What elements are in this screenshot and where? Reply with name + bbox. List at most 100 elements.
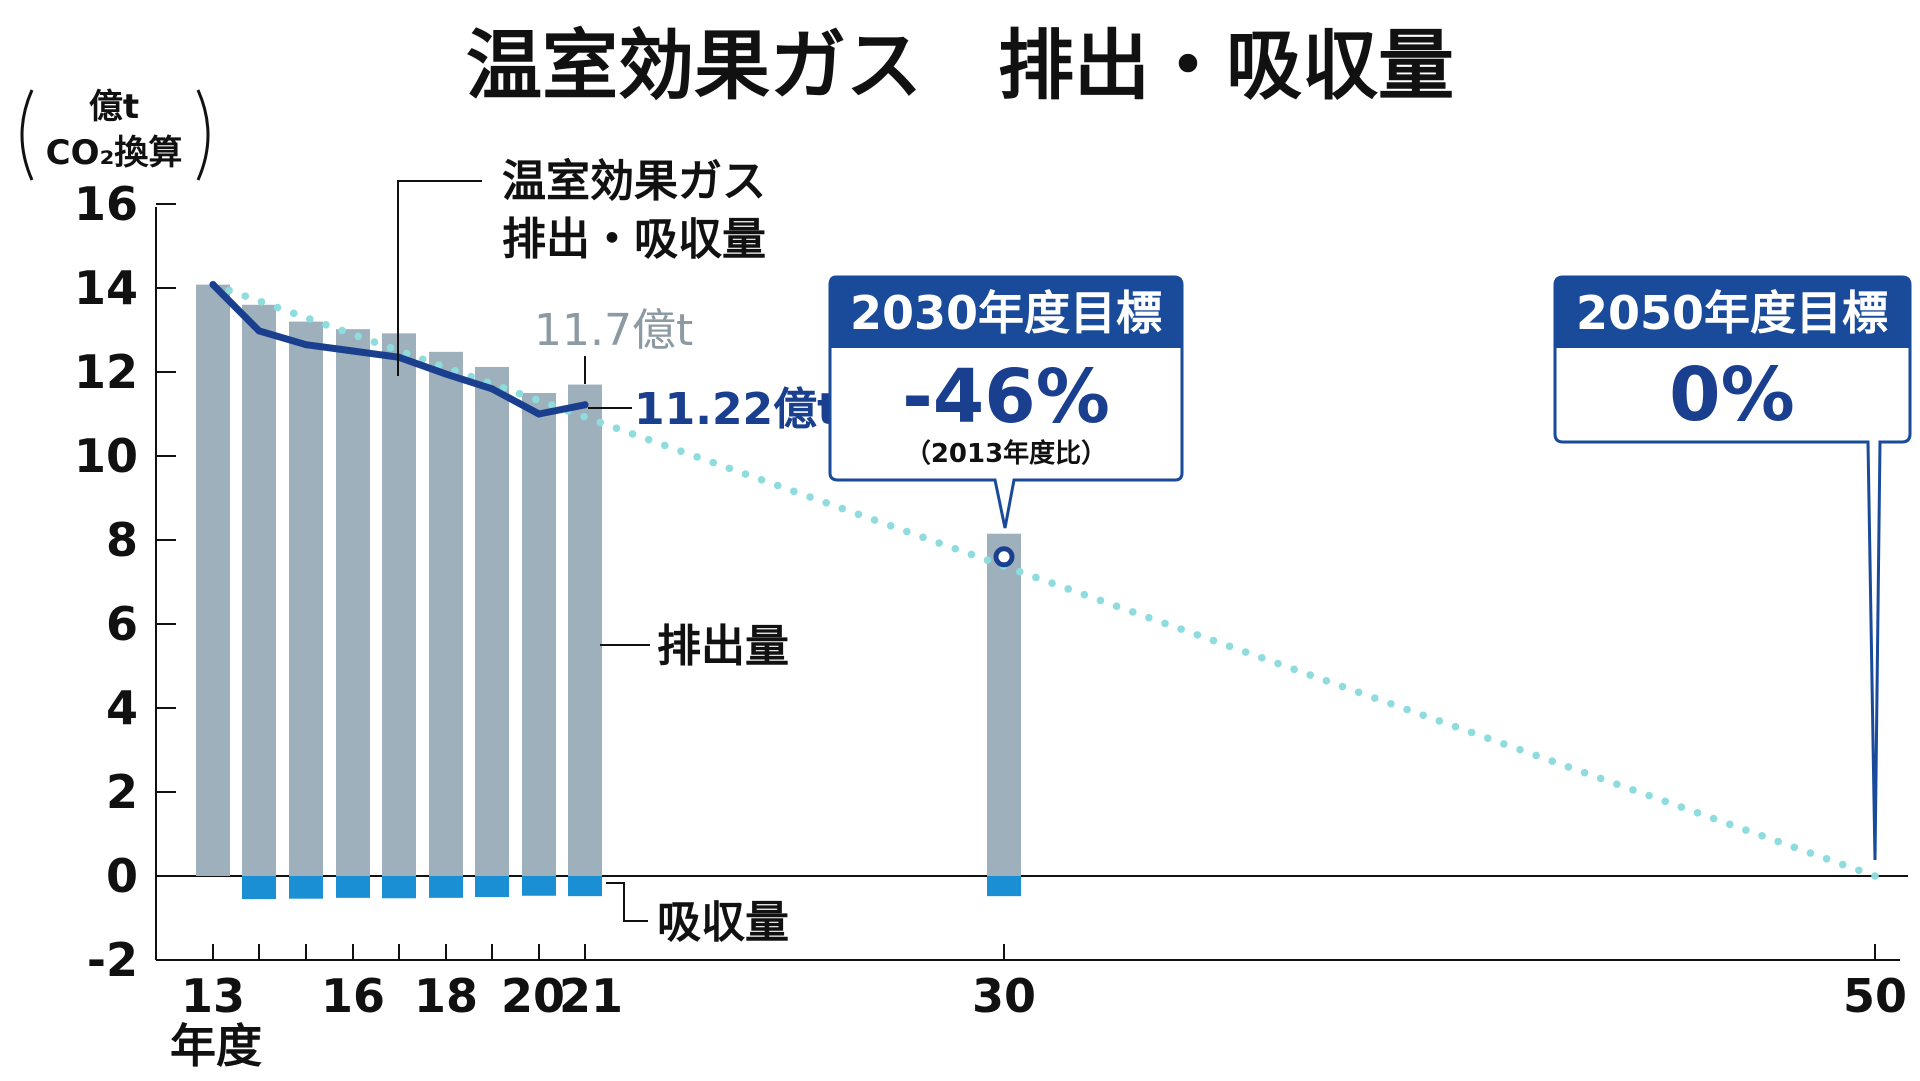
target-2030-point [993,546,1015,568]
net-point [535,410,543,418]
target-path-dot [1435,717,1444,725]
target-path-dot [1306,671,1315,679]
target-path-dot [1209,636,1218,645]
target-path-dot [418,355,427,364]
target-path-dot [1532,751,1540,760]
target-path-dot [1467,728,1476,737]
target-path-dot [273,303,282,312]
target-path-dot [757,476,766,484]
target-path-dot [1015,567,1024,576]
target-path-dot [967,550,976,559]
target-path-dot [338,326,346,335]
net-label-line2: 排出・吸収量 [502,214,766,265]
emission-bar [475,366,509,876]
target-path-dot [773,481,782,490]
emission-bar [196,284,230,876]
target-path-dot [1548,757,1557,765]
target-path-dot [1677,803,1686,811]
y-unit-right-paren [196,89,210,181]
target-path-dot [1112,602,1121,610]
absorption-label-leader [606,882,648,922]
target-path-dot [951,544,960,553]
target-path-dot [499,384,508,392]
target-path-dot [580,412,588,421]
target-path-dot [870,516,879,524]
emission-bar [522,393,556,876]
target-path-dot [1225,642,1234,651]
y-tick-label: 6 [106,597,138,651]
target-path-dot [1693,809,1702,817]
target-path-dot [1822,854,1831,863]
target-path-dot [306,315,314,323]
net-point [581,401,589,409]
target-path-dot [644,435,653,444]
net-point [255,327,263,335]
net-point [209,281,217,289]
target-path-dot [1483,734,1492,743]
target-2050-callout: 2050年度目標 0% [1553,275,1912,861]
emission-bar [568,384,602,876]
target-path-dot [1709,814,1718,823]
target-2030-header [830,277,1182,348]
target-path-dot [1048,579,1056,587]
target-path-dot [1806,849,1815,857]
x-tick-label: 18 [414,969,478,1023]
target-path-dot [1419,711,1427,720]
target-path-dot [1064,585,1073,593]
emission-label: 排出量 [657,621,789,672]
target-path-dot [354,332,363,341]
absorption-bar [475,876,509,897]
x-tick-label: 30 [972,969,1036,1023]
target-path-dot [596,418,605,427]
target-path-dot [1725,820,1734,829]
target-path-dot [1096,596,1105,605]
target-path-dot [983,556,992,565]
target-2050-header-text: 2050年度目標 [1576,286,1888,340]
target-2030-header-text: 2030年度目標 [850,286,1162,340]
target-path-dot [257,298,266,306]
target-path-dot [628,430,637,438]
target-path-dot [661,441,669,450]
x-tick-label: 21 [559,969,623,1023]
target-path-dot [725,464,734,473]
target-path-dot [370,338,379,346]
y-tick-label: -2 [87,933,138,987]
target-2030-callout: 2030年度目標 -46% （2013年度比） [828,275,1184,529]
y-tick-label: 0 [106,849,138,903]
target-path-dot [677,447,685,455]
y-unit-left-paren [20,89,34,181]
x-tick-label: 13 [181,969,245,1023]
target-path-dot [1080,590,1089,599]
target-2050-value: 0% [1669,352,1795,438]
target-path-dot [1387,699,1395,708]
target-path-dot [1338,682,1347,691]
target-path-dot [903,527,911,536]
target-path-dot [1645,791,1653,800]
target-path-dot [1838,860,1847,869]
target-path-dot [531,395,540,404]
y-tick-label: 2 [106,765,138,819]
emission-2021-label: 11.7億t [534,305,693,356]
target-path-dot [1290,665,1298,674]
target-path-dot [1258,654,1266,662]
y-tick-label: 8 [106,513,138,567]
x-axis-title: 年度 [170,1019,262,1073]
target-path-dot [515,389,524,398]
target-path-dot [402,349,411,358]
target-path-dot [1596,774,1605,783]
y-tick-label: 16 [74,177,138,231]
net-label-line1: 温室効果ガス [502,156,766,207]
chart-title: 温室効果ガス 排出・吸収量 [466,21,1454,110]
target-path-dot [1790,843,1799,852]
target-path-dot [1370,694,1379,702]
y-tick-label: 14 [74,261,138,315]
target-path-dot [612,424,621,432]
y-unit-line2: CO₂換算 [46,133,183,173]
target-path-dot [886,521,895,530]
target-path-dot [322,321,330,329]
target-path-dot [289,309,298,318]
target-path-dot [386,343,395,352]
net-point [442,370,450,378]
emission-bar [242,304,276,876]
target-path-dot [1274,659,1282,668]
